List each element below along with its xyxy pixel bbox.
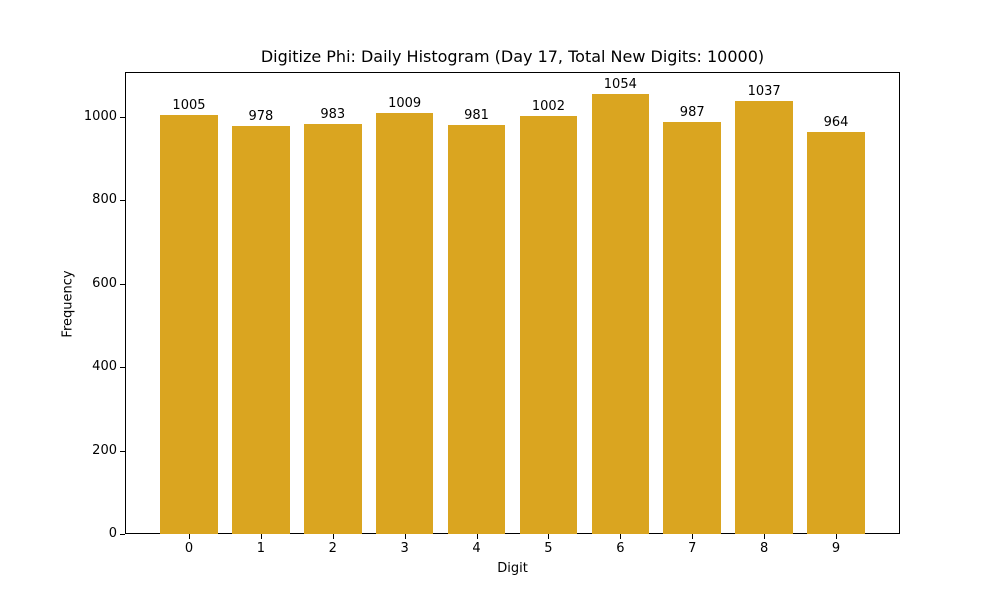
bar-digit-7 — [663, 122, 721, 534]
chart-title: Digitize Phi: Daily Histogram (Day 17, T… — [260, 47, 765, 66]
y-tick-label: 600 — [92, 275, 117, 291]
y-tick-label: 200 — [92, 442, 117, 458]
x-tick-label: 9 — [831, 541, 841, 556]
x-tick-label: 3 — [400, 541, 409, 556]
bar-value-label: 1005 — [172, 97, 206, 113]
y-tick-label: 0 — [108, 526, 117, 541]
x-tick-label: 7 — [688, 541, 697, 556]
bar-value-label: 1009 — [388, 95, 422, 111]
x-tick-label: 2 — [328, 541, 337, 556]
x-tick-label: 0 — [184, 541, 194, 556]
x-tick-label: 4 — [472, 541, 481, 556]
y-tick — [120, 200, 125, 202]
x-tick — [476, 534, 478, 539]
x-tick — [548, 534, 550, 539]
bar-digit-6 — [591, 94, 650, 534]
x-axis-label: Digit — [497, 561, 528, 576]
x-tick — [836, 534, 838, 539]
y-tick-label: 800 — [92, 192, 117, 208]
x-tick — [188, 534, 190, 539]
x-tick — [404, 534, 406, 539]
bar-digit-0 — [160, 114, 218, 534]
bar-value-label: 983 — [320, 106, 346, 122]
y-tick — [120, 450, 125, 452]
bar-value-label: 964 — [823, 114, 849, 130]
bar-value-label: 1002 — [531, 98, 565, 114]
x-tick-label: 6 — [616, 541, 625, 556]
x-tick — [620, 534, 622, 539]
bar-digit-2 — [304, 123, 362, 534]
x-tick — [260, 534, 262, 539]
bar-value-label: 987 — [679, 105, 705, 121]
y-tick-label: 400 — [92, 359, 117, 375]
bar-value-label: 978 — [248, 108, 274, 124]
x-tick — [764, 534, 766, 539]
y-tick-label: 1000 — [83, 108, 117, 124]
bar-digit-9 — [807, 131, 865, 534]
plot-area — [125, 72, 900, 534]
x-tick — [692, 534, 694, 539]
bar-digit-4 — [447, 124, 506, 534]
x-tick-label: 5 — [544, 541, 553, 556]
bar-digit-3 — [375, 112, 434, 534]
bar-value-label: 1054 — [603, 77, 637, 93]
bar-digit-1 — [232, 125, 290, 534]
bar-digit-5 — [519, 115, 578, 534]
x-tick-label: 1 — [256, 541, 266, 556]
x-tick-label: 8 — [759, 541, 769, 556]
y-tick — [120, 116, 125, 118]
bar-value-label: 1037 — [747, 84, 781, 100]
bar-digit-8 — [735, 101, 793, 534]
y-tick — [120, 367, 125, 369]
x-tick — [332, 534, 334, 539]
bar-value-label: 981 — [464, 107, 489, 123]
y-tick — [120, 283, 125, 285]
y-tick — [120, 534, 125, 535]
